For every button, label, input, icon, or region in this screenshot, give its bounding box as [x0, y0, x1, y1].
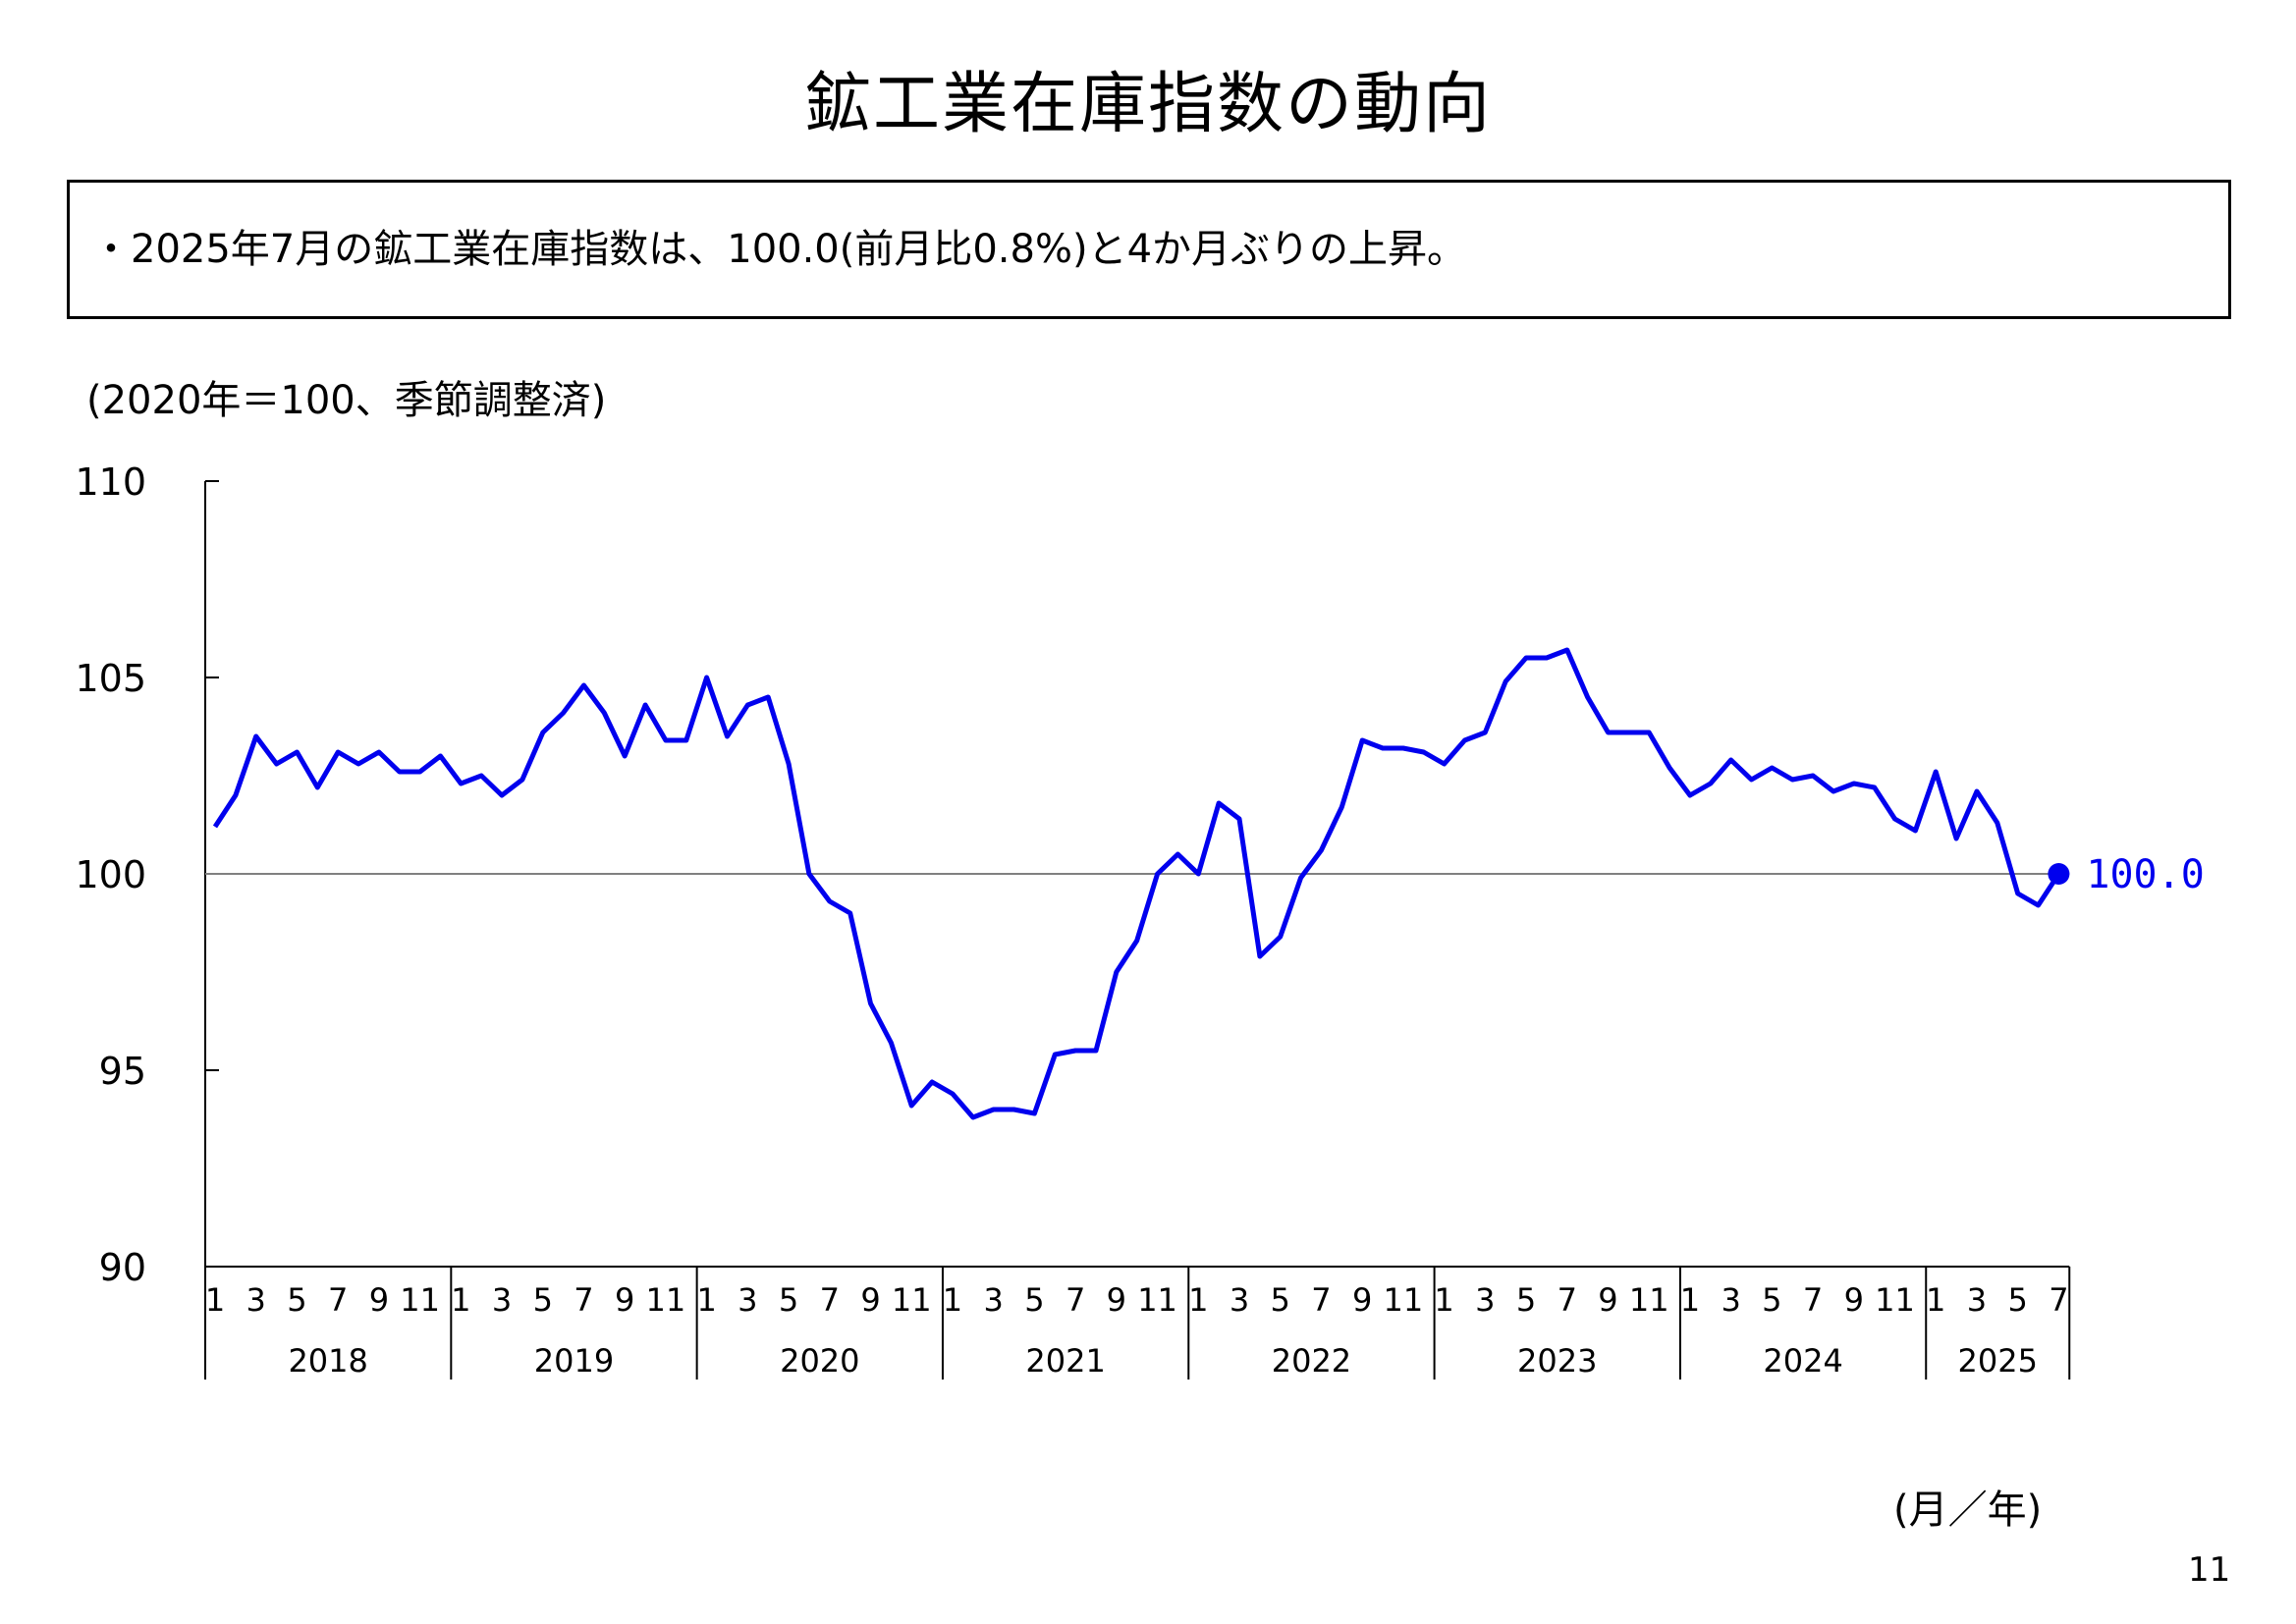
x-month-tick-label: 11: [646, 1281, 686, 1319]
x-month-tick-label: 11: [1629, 1281, 1669, 1319]
x-month-tick-label: 3: [1967, 1281, 1987, 1319]
x-month-tick-label: 11: [1384, 1281, 1424, 1319]
x-month-tick-label: 5: [1762, 1281, 1781, 1319]
x-month-tick-label: 9: [1107, 1281, 1126, 1319]
x-month-tick-label: 1: [1926, 1281, 1945, 1319]
x-axis-unit-label: (月／年): [1893, 1488, 2043, 1533]
x-year-label: 2020: [780, 1342, 859, 1380]
x-month-tick-label: 5: [2008, 1281, 2028, 1319]
x-year-label: 2024: [1763, 1342, 1842, 1380]
x-month-tick-label: 11: [1875, 1281, 1915, 1319]
summary-text: ・2025年7月の鉱工業在庫指数は、100.0(前月比0.8%)と4か月ぶりの上…: [91, 227, 1467, 272]
x-year-label: 2018: [288, 1342, 367, 1380]
x-month-tick-label: 5: [779, 1281, 798, 1319]
latest-value-label: 100.0: [2086, 852, 2204, 897]
x-month-tick-label: 1: [943, 1281, 962, 1319]
x-month-tick-label: 7: [1311, 1281, 1331, 1319]
x-month-tick-label: 9: [615, 1281, 634, 1319]
x-month-tick-label: 11: [400, 1281, 440, 1319]
x-month-tick-label: 7: [820, 1281, 840, 1319]
x-month-tick-label: 7: [1066, 1281, 1085, 1319]
x-month-tick-label: 1: [205, 1281, 225, 1319]
x-month-tick-label: 5: [1516, 1281, 1536, 1319]
x-year-label: 2019: [534, 1342, 614, 1380]
x-month-tick-label: 1: [1680, 1281, 1700, 1319]
x-month-tick-label: 3: [1475, 1281, 1495, 1319]
x-month-tick-label: 7: [1803, 1281, 1823, 1319]
x-month-tick-label: 11: [892, 1281, 932, 1319]
inventory-index-line: [212, 647, 2061, 1120]
x-month-tick-label: 9: [860, 1281, 880, 1319]
x-month-tick-label: 7: [574, 1281, 593, 1319]
y-tick-label: 95: [99, 1050, 146, 1093]
x-month-tick-label: 1: [696, 1281, 716, 1319]
x-month-tick-label: 7: [1558, 1281, 1577, 1319]
x-month-tick-label: 3: [1721, 1281, 1740, 1319]
x-month-tick-label: 3: [1230, 1281, 1249, 1319]
x-month-tick-label: 9: [1598, 1281, 1617, 1319]
summary-box: ・2025年7月の鉱工業在庫指数は、100.0(前月比0.8%)と4か月ぶりの上…: [67, 180, 2231, 319]
x-month-tick-label: 7: [2049, 1281, 2068, 1319]
page-title: 鉱工業在庫指数の動向: [803, 66, 1492, 143]
x-month-tick-label: 3: [492, 1281, 512, 1319]
x-month-tick-label: 5: [1024, 1281, 1044, 1319]
y-tick-label: 110: [75, 460, 146, 504]
y-tick-label: 90: [99, 1246, 146, 1289]
x-month-tick-label: 9: [369, 1281, 389, 1319]
x-month-tick-label: 5: [533, 1281, 553, 1319]
x-month-tick-label: 11: [1137, 1281, 1177, 1319]
x-year-label: 2021: [1025, 1342, 1105, 1380]
x-month-tick-label: 3: [984, 1281, 1004, 1319]
x-month-tick-label: 7: [328, 1281, 348, 1319]
x-month-tick-label: 9: [1352, 1281, 1372, 1319]
x-year-label: 2025: [1958, 1342, 2038, 1380]
x-month-tick-label: 5: [287, 1281, 306, 1319]
x-month-tick-label: 3: [246, 1281, 266, 1319]
x-month-tick-label: 3: [738, 1281, 757, 1319]
x-month-tick-label: 1: [451, 1281, 470, 1319]
x-month-tick-label: 1: [1434, 1281, 1453, 1319]
x-month-tick-label: 9: [1844, 1281, 1864, 1319]
x-year-label: 2023: [1517, 1342, 1597, 1380]
x-year-label: 2022: [1272, 1342, 1351, 1380]
y-tick-label: 100: [75, 853, 146, 896]
x-month-tick-label: 5: [1271, 1281, 1290, 1319]
unit-label: (2020年＝100、季節調整済): [86, 378, 607, 423]
x-month-tick-label: 1: [1188, 1281, 1208, 1319]
page-number: 11: [2188, 1550, 2231, 1590]
latest-value-marker: [2048, 863, 2070, 885]
y-tick-label: 105: [75, 657, 146, 700]
